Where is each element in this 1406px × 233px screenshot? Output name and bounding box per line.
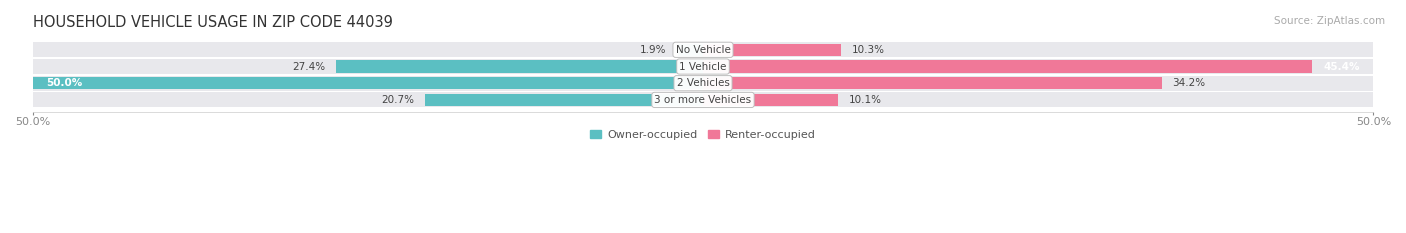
Text: 34.2%: 34.2% xyxy=(1173,78,1205,88)
Text: 2 Vehicles: 2 Vehicles xyxy=(676,78,730,88)
Bar xyxy=(32,93,1374,107)
Text: 1.9%: 1.9% xyxy=(640,45,666,55)
Bar xyxy=(703,61,1312,72)
Bar xyxy=(32,77,703,89)
Bar xyxy=(32,76,1374,91)
Text: HOUSEHOLD VEHICLE USAGE IN ZIP CODE 44039: HOUSEHOLD VEHICLE USAGE IN ZIP CODE 4403… xyxy=(32,15,392,30)
Bar xyxy=(426,94,703,106)
Text: 10.1%: 10.1% xyxy=(849,95,882,105)
Bar xyxy=(703,77,1161,89)
Bar xyxy=(703,94,838,106)
Text: 20.7%: 20.7% xyxy=(382,95,415,105)
Bar xyxy=(32,59,1374,74)
Bar xyxy=(703,44,841,56)
Text: 3 or more Vehicles: 3 or more Vehicles xyxy=(654,95,752,105)
Text: 27.4%: 27.4% xyxy=(292,62,325,72)
Text: 50.0%: 50.0% xyxy=(46,78,83,88)
Text: 1 Vehicle: 1 Vehicle xyxy=(679,62,727,72)
Bar xyxy=(678,44,703,56)
Text: 10.3%: 10.3% xyxy=(852,45,884,55)
Bar xyxy=(32,42,1374,57)
Text: 45.4%: 45.4% xyxy=(1323,62,1360,72)
Text: No Vehicle: No Vehicle xyxy=(675,45,731,55)
Text: Source: ZipAtlas.com: Source: ZipAtlas.com xyxy=(1274,16,1385,26)
Legend: Owner-occupied, Renter-occupied: Owner-occupied, Renter-occupied xyxy=(586,125,820,144)
Bar xyxy=(336,61,703,72)
